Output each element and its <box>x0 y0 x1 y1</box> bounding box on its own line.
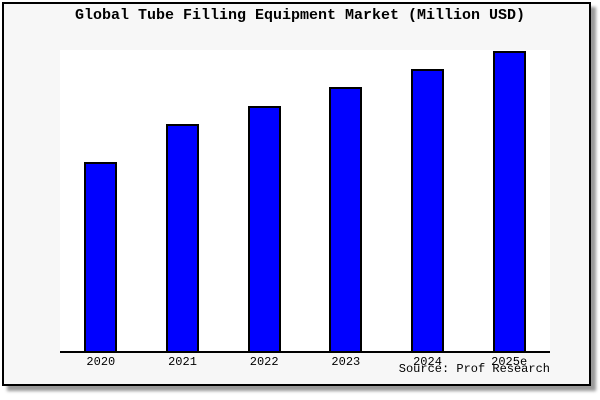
bar-2024 <box>411 69 444 351</box>
x-tick-label-2021: 2021 <box>168 355 197 369</box>
bar-2020 <box>84 162 118 351</box>
plot-area <box>60 50 550 353</box>
x-tick-label-2020: 2020 <box>86 355 116 369</box>
chart-title: Global Tube Filling Equipment Market (Mi… <box>74 7 526 24</box>
x-tick-label-2025e: 2025e <box>491 355 528 369</box>
x-tick-label-2024: 2024 <box>413 355 442 369</box>
bar-2025e <box>492 51 526 351</box>
source-note: Source: Prof Research <box>398 362 550 376</box>
bar-2022 <box>247 106 281 351</box>
bar-2021 <box>166 124 199 351</box>
bar-2023 <box>329 87 363 351</box>
x-tick-label-2023: 2023 <box>331 355 361 369</box>
x-tick-label-2022: 2022 <box>249 355 279 369</box>
